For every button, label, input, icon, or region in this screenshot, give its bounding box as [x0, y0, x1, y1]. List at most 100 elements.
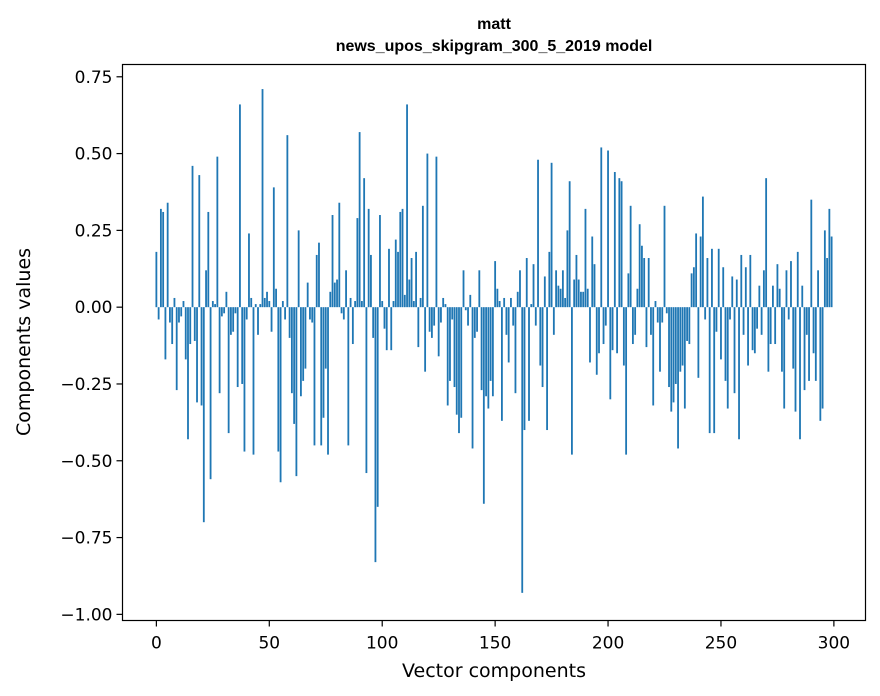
bar-109 — [401, 208, 404, 308]
bar-153 — [501, 307, 503, 421]
bar-119 — [424, 307, 427, 372]
bar-147 — [487, 307, 490, 409]
bar-51 — [270, 307, 273, 332]
bar-75 — [324, 307, 327, 369]
bar-249 — [717, 248, 720, 308]
bar-116 — [417, 307, 420, 348]
bar-208 — [625, 307, 628, 455]
bar-131 — [451, 307, 454, 320]
bar-171 — [541, 307, 544, 388]
bar-64 — [300, 307, 302, 397]
bar-127 — [442, 297, 445, 308]
bar-193 — [591, 236, 594, 308]
bar-229 — [672, 307, 675, 403]
bar-56 — [281, 301, 284, 308]
bar-58 — [286, 135, 289, 308]
bar-87 — [351, 307, 354, 345]
bar-251 — [722, 267, 725, 308]
bar-107 — [397, 251, 399, 308]
bar-258 — [738, 307, 740, 440]
bar-154 — [503, 297, 506, 308]
bar-159 — [514, 307, 517, 394]
bar-177 — [555, 270, 558, 308]
bar-22 — [205, 270, 207, 308]
bar-199 — [604, 307, 607, 326]
bar-48 — [263, 297, 266, 308]
bar-117 — [419, 297, 422, 308]
bar-80 — [336, 279, 338, 308]
bar-45 — [257, 307, 259, 335]
bar-63 — [297, 230, 300, 308]
bar-76 — [327, 307, 329, 455]
bar-16 — [191, 165, 194, 308]
bar-242 — [701, 196, 704, 308]
bar-4 — [164, 307, 167, 360]
bar-284 — [796, 251, 799, 308]
bar-144 — [480, 307, 483, 391]
bar-176 — [552, 307, 555, 335]
bar-170 — [539, 307, 542, 366]
bar-149 — [491, 307, 494, 397]
bar-162 — [521, 307, 524, 593]
bar-182 — [566, 230, 569, 308]
bar-42 — [250, 297, 253, 308]
bar-23 — [207, 211, 210, 308]
bar-72 — [318, 242, 320, 308]
bar-206 — [620, 181, 623, 308]
bar-60 — [290, 307, 293, 394]
bar-156 — [507, 307, 510, 363]
bar-280 — [787, 307, 790, 320]
bar-13 — [184, 307, 187, 360]
bar-91 — [360, 301, 363, 308]
bar-190 — [584, 208, 587, 308]
bar-217 — [645, 307, 648, 348]
bar-128 — [444, 304, 447, 308]
bar-98 — [376, 307, 379, 507]
bar-84 — [345, 270, 347, 308]
bar-49 — [266, 291, 268, 308]
bar-255 — [731, 276, 734, 308]
bar-37 — [239, 104, 241, 308]
bar-245 — [708, 307, 711, 434]
bar-192 — [589, 307, 591, 363]
bar-33 — [230, 307, 232, 335]
bar-26 — [214, 304, 216, 308]
bar-225 — [663, 205, 666, 308]
bar-85 — [347, 307, 350, 446]
bar-204 — [616, 307, 618, 354]
bar-267 — [758, 285, 761, 308]
bar-212 — [634, 307, 637, 335]
bar-114 — [412, 301, 415, 308]
bar-292 — [814, 307, 817, 381]
bar-20 — [200, 307, 203, 406]
bar-256 — [733, 307, 736, 394]
bar-11 — [180, 307, 183, 317]
bar-219 — [650, 307, 652, 335]
bar-151 — [496, 288, 499, 308]
bar-134 — [458, 307, 460, 434]
bar-268 — [760, 307, 763, 335]
bar-244 — [706, 258, 709, 308]
bar-261 — [744, 267, 747, 308]
bar-95 — [370, 254, 372, 308]
bar-173 — [546, 307, 548, 431]
y-axis-label: Components values — [13, 248, 35, 436]
bar-270 — [765, 178, 768, 308]
bar-31 — [225, 291, 228, 308]
y-tick-label: −1.00 — [60, 605, 112, 625]
bar-158 — [512, 307, 515, 326]
bar-232 — [679, 307, 682, 372]
bar-287 — [803, 307, 806, 391]
bar-104 — [390, 307, 393, 351]
y-tick-label: 0.00 — [75, 298, 113, 318]
bar-34 — [232, 307, 235, 332]
bar-21 — [202, 307, 205, 523]
bar-19 — [198, 175, 201, 308]
bar-246 — [711, 248, 713, 308]
bar-213 — [636, 288, 639, 308]
bar-224 — [661, 307, 664, 323]
bar-57 — [284, 307, 287, 320]
bar-271 — [767, 307, 770, 372]
bar-86 — [349, 297, 352, 308]
